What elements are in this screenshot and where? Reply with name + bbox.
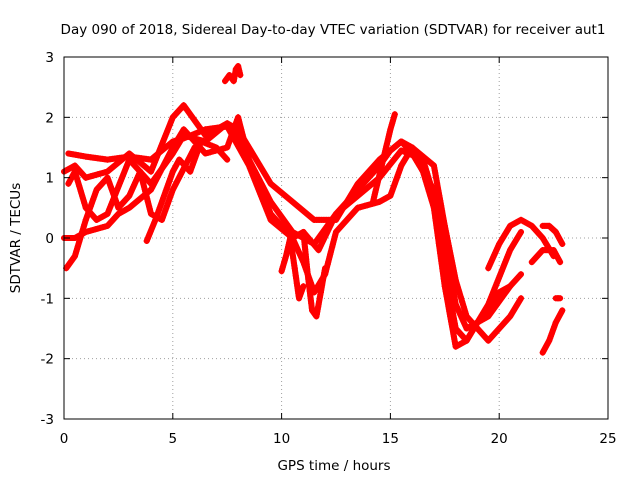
- data-point: [559, 307, 566, 314]
- series-trace-11: [485, 216, 557, 272]
- x-tick-label: 10: [273, 431, 290, 447]
- data-point: [518, 271, 524, 278]
- series-trace-10: [370, 111, 398, 205]
- series-trace-12: [528, 247, 564, 266]
- data-point: [322, 265, 329, 272]
- data-point: [559, 241, 566, 247]
- y-tick-label: 3: [45, 50, 54, 66]
- data-point: [557, 259, 564, 266]
- series-trace-15: [552, 295, 564, 302]
- data-point: [518, 295, 524, 302]
- x-axis-label: GPS time / hours: [277, 458, 390, 474]
- data-point: [391, 111, 398, 118]
- series-trace-9: [300, 229, 329, 320]
- y-tick-label: -1: [41, 291, 54, 307]
- x-tick-label: 5: [169, 431, 178, 447]
- series-trace-14: [539, 307, 566, 356]
- series-trace-6: [143, 138, 231, 244]
- series-trace-13: [539, 222, 566, 247]
- y-tick-label: 1: [45, 171, 54, 187]
- x-tick-label: 0: [60, 431, 69, 447]
- chart-title: Day 090 of 2018, Sidereal Day-to-day VTE…: [61, 22, 606, 38]
- data-point: [224, 156, 231, 163]
- series-trace-3: [65, 120, 524, 332]
- plot-area: [61, 63, 566, 356]
- y-tick-label: 0: [45, 231, 54, 247]
- x-tick-label: 15: [382, 431, 399, 447]
- series-line: [65, 120, 524, 332]
- y-tick-label: -3: [41, 412, 54, 428]
- data-point: [300, 283, 307, 290]
- data-point: [557, 295, 564, 302]
- data-point: [518, 229, 524, 235]
- data-point: [237, 72, 244, 79]
- x-tick-label: 20: [491, 431, 508, 447]
- series-trace-5: [63, 144, 198, 272]
- y-tick-label: 2: [45, 110, 54, 126]
- y-axis-label: SDTVAR / TECUs: [8, 183, 24, 293]
- x-tick-label: 25: [599, 431, 616, 447]
- y-tick-label: -2: [41, 352, 54, 368]
- series-trace-8: [278, 235, 307, 302]
- axes-ticks: 0 5 10 15 20 25 -3 -2 -1 0 1 2 3: [41, 50, 617, 447]
- series-trace-7: [222, 63, 244, 85]
